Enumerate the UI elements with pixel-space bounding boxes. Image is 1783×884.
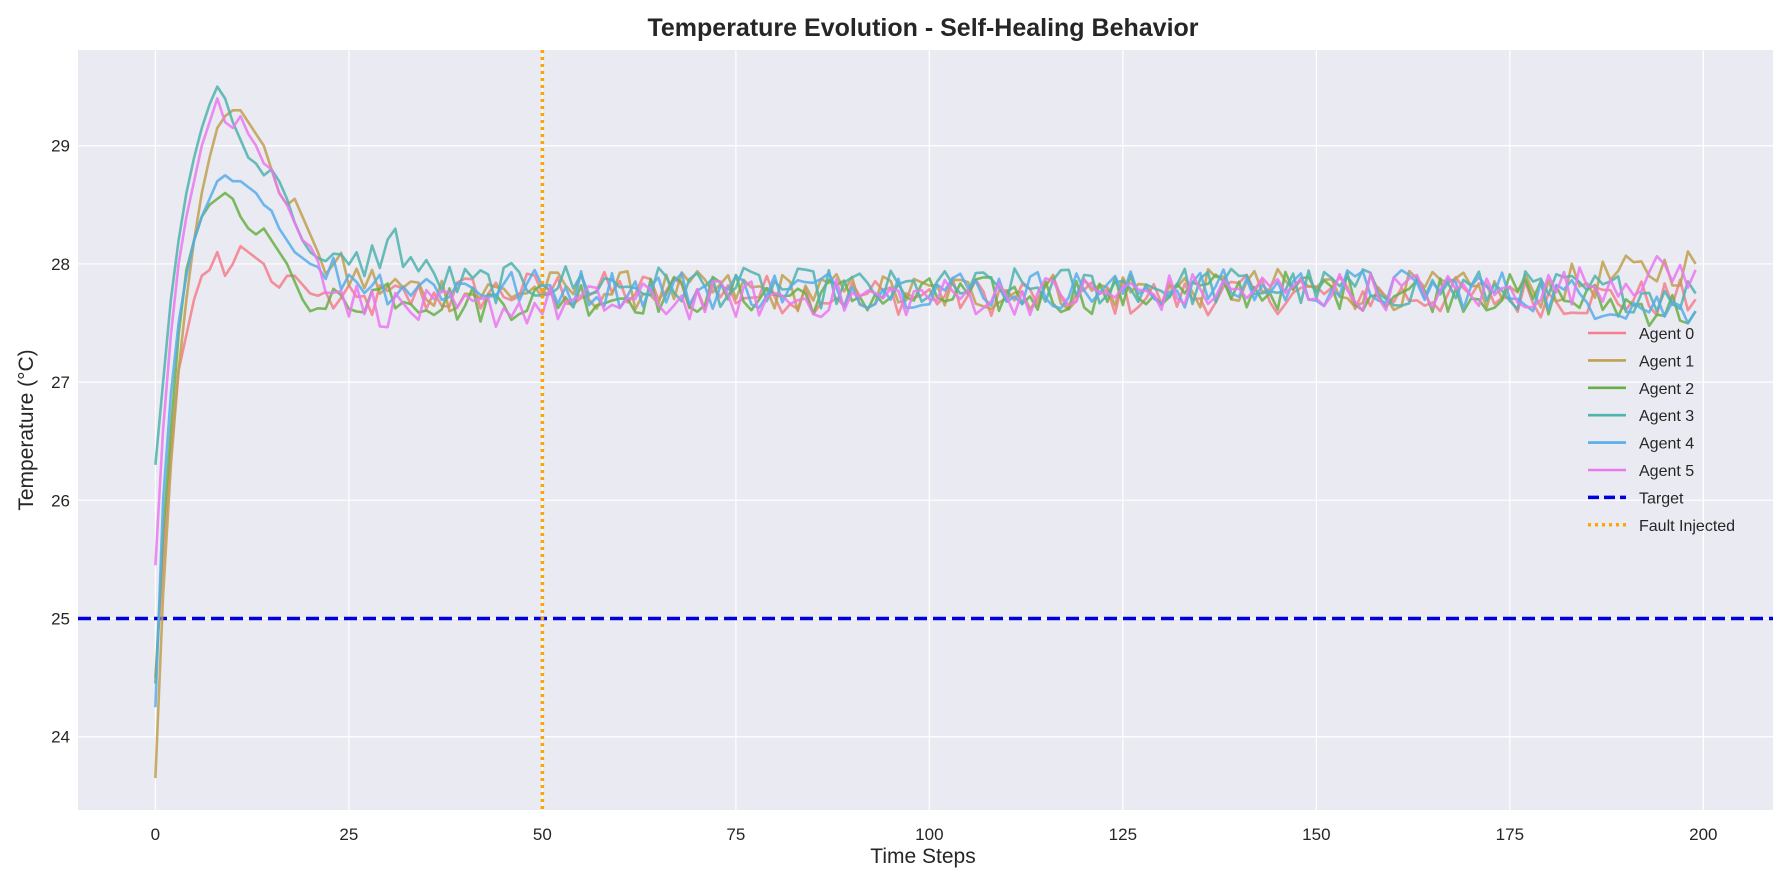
x-axis-label: Time Steps: [870, 845, 975, 868]
y-tick-label: 24: [51, 728, 70, 747]
y-tick-label: 27: [51, 373, 70, 392]
series-line-agent-0: [154, 244, 1697, 678]
legend: Agent 0 Agent 1 Agent 2 Agent 3 Agent 4 Agent…: [1588, 326, 1735, 535]
x-tick-label: 150: [1302, 825, 1330, 844]
series-line-agent-4: [154, 174, 1697, 708]
y-tick-label: 25: [51, 610, 70, 629]
legend-label: Agent 1: [1639, 353, 1694, 370]
x-tick-label: 200: [1689, 825, 1717, 844]
series-lines: [154, 85, 1697, 779]
plot-area: [78, 50, 1773, 810]
x-tick-label: 175: [1496, 825, 1524, 844]
chart-title: Temperature Evolution - Self-Healing Beh…: [647, 14, 1198, 42]
legend-label: Agent 0: [1639, 326, 1694, 343]
legend-label: Agent 5: [1639, 463, 1694, 480]
y-tick-label: 28: [51, 255, 70, 274]
legend-label: Agent 2: [1639, 381, 1694, 398]
y-tick-label: 29: [51, 137, 70, 156]
series-line-agent-5: [154, 97, 1697, 566]
x-tick-label: 50: [533, 825, 552, 844]
legend-label: Agent 3: [1639, 408, 1694, 425]
x-tick-label: 100: [915, 825, 943, 844]
series-line-agent-2: [154, 191, 1697, 684]
plot-background: [78, 50, 1773, 810]
x-tick-label: 75: [726, 825, 745, 844]
x-tick-label: 25: [339, 825, 358, 844]
x-tick-label: 0: [151, 825, 160, 844]
legend-label: Fault Injected: [1639, 518, 1735, 535]
x-tick-label: 125: [1109, 825, 1137, 844]
y-tick-label: 26: [51, 491, 70, 510]
tick-labels: 0 25 50 75 100 125 150 175 200 24 25 26 27 28 29: [51, 137, 1717, 844]
legend-label: Agent 4: [1639, 436, 1694, 453]
y-axis-label: Temperature (°C): [15, 349, 38, 510]
legend-label: Target: [1639, 490, 1684, 507]
